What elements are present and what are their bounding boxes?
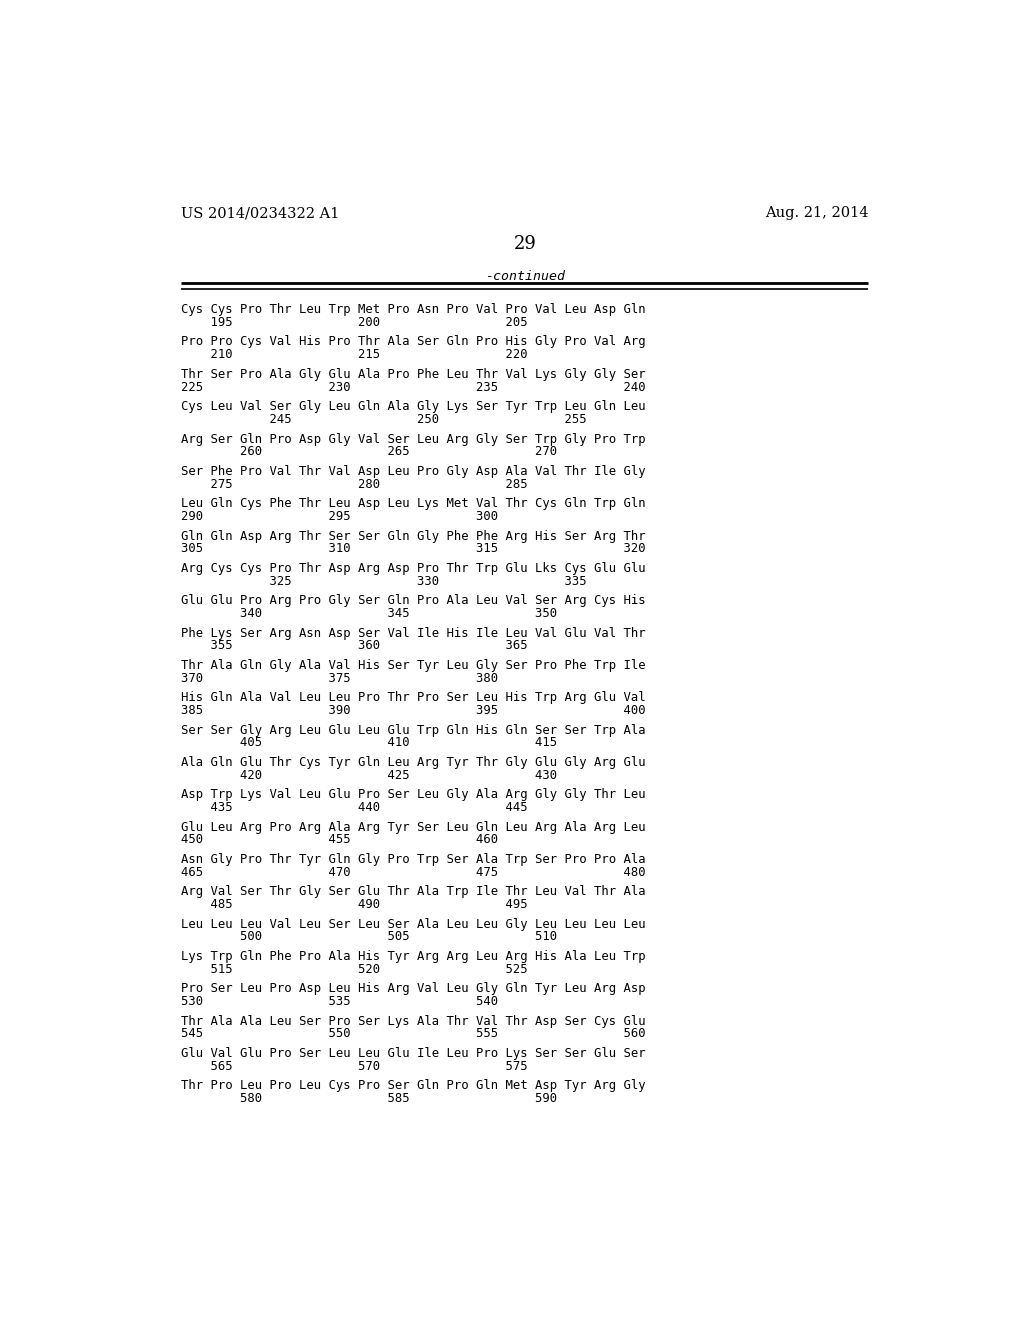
Text: 225                 230                 235                 240: 225 230 235 240 [180, 380, 645, 393]
Text: Cys Leu Val Ser Gly Leu Gln Ala Gly Lys Ser Tyr Trp Leu Gln Leu: Cys Leu Val Ser Gly Leu Gln Ala Gly Lys … [180, 400, 645, 413]
Text: Glu Leu Arg Pro Arg Ala Arg Tyr Ser Leu Gln Leu Arg Ala Arg Leu: Glu Leu Arg Pro Arg Ala Arg Tyr Ser Leu … [180, 821, 645, 834]
Text: Thr Ala Gln Gly Ala Val His Ser Tyr Leu Gly Ser Pro Phe Trp Ile: Thr Ala Gln Gly Ala Val His Ser Tyr Leu … [180, 659, 645, 672]
Text: 545                 550                 555                 560: 545 550 555 560 [180, 1027, 645, 1040]
Text: Ser Ser Gly Arg Leu Glu Leu Glu Trp Gln His Gln Ser Ser Trp Ala: Ser Ser Gly Arg Leu Glu Leu Glu Trp Gln … [180, 723, 645, 737]
Text: Lys Trp Gln Phe Pro Ala His Tyr Arg Arg Leu Arg His Ala Leu Trp: Lys Trp Gln Phe Pro Ala His Tyr Arg Arg … [180, 950, 645, 964]
Text: 290                 295                 300: 290 295 300 [180, 510, 498, 523]
Text: 580                 585                 590: 580 585 590 [180, 1092, 557, 1105]
Text: -continued: -continued [484, 271, 565, 282]
Text: Arg Ser Gln Pro Asp Gly Val Ser Leu Arg Gly Ser Trp Gly Pro Trp: Arg Ser Gln Pro Asp Gly Val Ser Leu Arg … [180, 433, 645, 446]
Text: Asp Trp Lys Val Leu Glu Pro Ser Leu Gly Ala Arg Gly Gly Thr Leu: Asp Trp Lys Val Leu Glu Pro Ser Leu Gly … [180, 788, 645, 801]
Text: 355                 360                 365: 355 360 365 [180, 639, 527, 652]
Text: Arg Cys Cys Pro Thr Asp Arg Asp Pro Thr Trp Glu Lks Cys Glu Glu: Arg Cys Cys Pro Thr Asp Arg Asp Pro Thr … [180, 562, 645, 576]
Text: Thr Pro Leu Pro Leu Cys Pro Ser Gln Pro Gln Met Asp Tyr Arg Gly: Thr Pro Leu Pro Leu Cys Pro Ser Gln Pro … [180, 1080, 645, 1093]
Text: Phe Lys Ser Arg Asn Asp Ser Val Ile His Ile Leu Val Glu Val Thr: Phe Lys Ser Arg Asn Asp Ser Val Ile His … [180, 627, 645, 640]
Text: Leu Gln Cys Phe Thr Leu Asp Leu Lys Met Val Thr Cys Gln Trp Gln: Leu Gln Cys Phe Thr Leu Asp Leu Lys Met … [180, 498, 645, 511]
Text: 195                 200                 205: 195 200 205 [180, 315, 527, 329]
Text: Gln Gln Asp Arg Thr Ser Ser Gln Gly Phe Phe Arg His Ser Arg Thr: Gln Gln Asp Arg Thr Ser Ser Gln Gly Phe … [180, 529, 645, 543]
Text: 420                 425                 430: 420 425 430 [180, 768, 557, 781]
Text: 370                 375                 380: 370 375 380 [180, 672, 498, 685]
Text: Ala Gln Glu Thr Cys Tyr Gln Leu Arg Tyr Thr Gly Glu Gly Arg Glu: Ala Gln Glu Thr Cys Tyr Gln Leu Arg Tyr … [180, 756, 645, 770]
Text: Cys Cys Pro Thr Leu Trp Met Pro Asn Pro Val Pro Val Leu Asp Gln: Cys Cys Pro Thr Leu Trp Met Pro Asn Pro … [180, 304, 645, 317]
Text: 275                 280                 285: 275 280 285 [180, 478, 527, 491]
Text: 465                 470                 475                 480: 465 470 475 480 [180, 866, 645, 879]
Text: 515                 520                 525: 515 520 525 [180, 962, 527, 975]
Text: Glu Val Glu Pro Ser Leu Leu Glu Ile Leu Pro Lys Ser Ser Glu Ser: Glu Val Glu Pro Ser Leu Leu Glu Ile Leu … [180, 1047, 645, 1060]
Text: 485                 490                 495: 485 490 495 [180, 898, 527, 911]
Text: Pro Pro Cys Val His Pro Thr Ala Ser Gln Pro His Gly Pro Val Arg: Pro Pro Cys Val His Pro Thr Ala Ser Gln … [180, 335, 645, 348]
Text: 435                 440                 445: 435 440 445 [180, 801, 527, 814]
Text: 530                 535                 540: 530 535 540 [180, 995, 498, 1008]
Text: US 2014/0234322 A1: US 2014/0234322 A1 [180, 206, 339, 220]
Text: Thr Ser Pro Ala Gly Glu Ala Pro Phe Leu Thr Val Lys Gly Gly Ser: Thr Ser Pro Ala Gly Glu Ala Pro Phe Leu … [180, 368, 645, 381]
Text: Leu Leu Leu Val Leu Ser Leu Ser Ala Leu Leu Gly Leu Leu Leu Leu: Leu Leu Leu Val Leu Ser Leu Ser Ala Leu … [180, 917, 645, 931]
Text: 260                 265                 270: 260 265 270 [180, 445, 557, 458]
Text: His Gln Ala Val Leu Leu Pro Thr Pro Ser Leu His Trp Arg Glu Val: His Gln Ala Val Leu Leu Pro Thr Pro Ser … [180, 692, 645, 705]
Text: 500                 505                 510: 500 505 510 [180, 931, 557, 944]
Text: 450                 455                 460: 450 455 460 [180, 833, 498, 846]
Text: 340                 345                 350: 340 345 350 [180, 607, 557, 620]
Text: Thr Ala Ala Leu Ser Pro Ser Lys Ala Thr Val Thr Asp Ser Cys Glu: Thr Ala Ala Leu Ser Pro Ser Lys Ala Thr … [180, 1015, 645, 1028]
Text: Glu Glu Pro Arg Pro Gly Ser Gln Pro Ala Leu Val Ser Arg Cys His: Glu Glu Pro Arg Pro Gly Ser Gln Pro Ala … [180, 594, 645, 607]
Text: Asn Gly Pro Thr Tyr Gln Gly Pro Trp Ser Ala Trp Ser Pro Pro Ala: Asn Gly Pro Thr Tyr Gln Gly Pro Trp Ser … [180, 853, 645, 866]
Text: 405                 410                 415: 405 410 415 [180, 737, 557, 750]
Text: 325                 330                 335: 325 330 335 [180, 574, 587, 587]
Text: Pro Ser Leu Pro Asp Leu His Arg Val Leu Gly Gln Tyr Leu Arg Asp: Pro Ser Leu Pro Asp Leu His Arg Val Leu … [180, 982, 645, 995]
Text: Ser Phe Pro Val Thr Val Asp Leu Pro Gly Asp Ala Val Thr Ile Gly: Ser Phe Pro Val Thr Val Asp Leu Pro Gly … [180, 465, 645, 478]
Text: 565                 570                 575: 565 570 575 [180, 1060, 527, 1073]
Text: 210                 215                 220: 210 215 220 [180, 348, 527, 362]
Text: 29: 29 [513, 235, 537, 253]
Text: 245                 250                 255: 245 250 255 [180, 413, 587, 426]
Text: 305                 310                 315                 320: 305 310 315 320 [180, 543, 645, 556]
Text: Arg Val Ser Thr Gly Ser Glu Thr Ala Trp Ile Thr Leu Val Thr Ala: Arg Val Ser Thr Gly Ser Glu Thr Ala Trp … [180, 886, 645, 899]
Text: Aug. 21, 2014: Aug. 21, 2014 [765, 206, 868, 220]
Text: 385                 390                 395                 400: 385 390 395 400 [180, 704, 645, 717]
